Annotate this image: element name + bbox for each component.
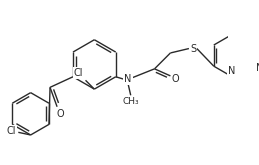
Text: S: S — [190, 44, 196, 54]
Text: CH₃: CH₃ — [123, 97, 139, 106]
Text: O: O — [57, 109, 64, 119]
Text: N: N — [256, 63, 259, 73]
Text: N: N — [124, 74, 132, 84]
Text: Cl: Cl — [74, 68, 83, 78]
Text: N: N — [228, 66, 236, 77]
Text: Cl: Cl — [6, 126, 16, 136]
Text: O: O — [172, 74, 179, 84]
